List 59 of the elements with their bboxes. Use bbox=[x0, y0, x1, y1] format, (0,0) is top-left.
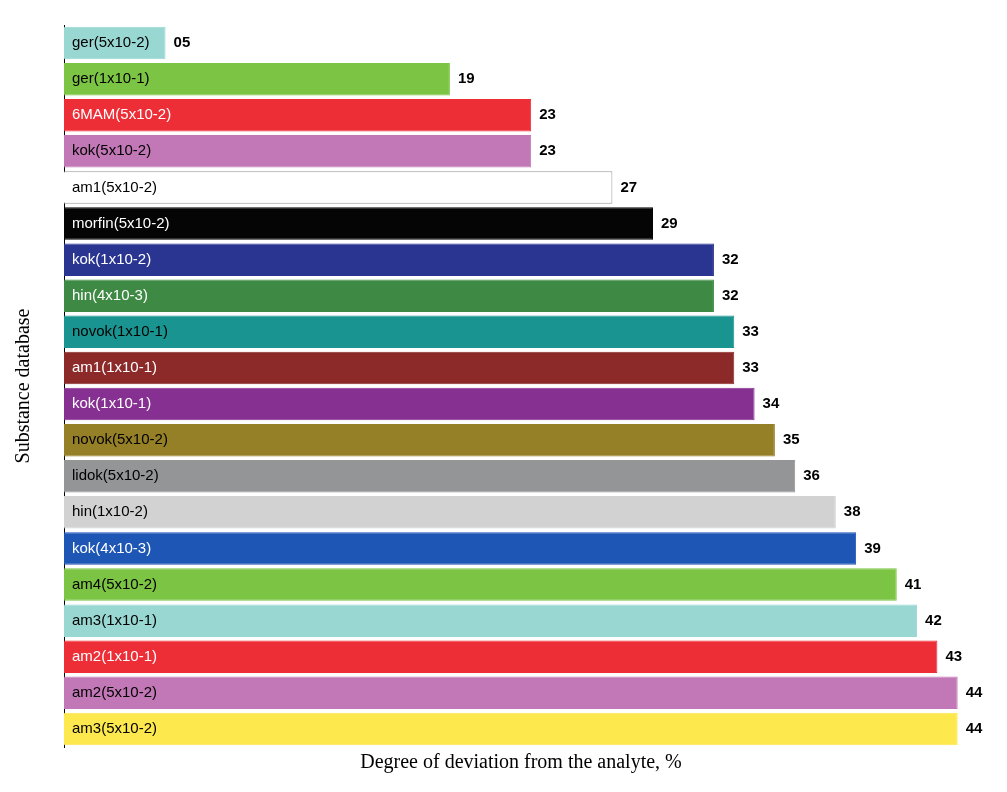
y-tick-label: am2(1x10-1) bbox=[72, 646, 158, 664]
bar bbox=[64, 279, 714, 312]
y-tick-label: morfin(5x10-2) bbox=[72, 213, 170, 231]
bar bbox=[64, 423, 775, 457]
y-tick-label: ger(1x10-1) bbox=[72, 69, 150, 87]
data-label: 36 bbox=[803, 466, 820, 484]
y-axis-title: Substance database bbox=[11, 308, 34, 464]
data-label: 35 bbox=[782, 430, 800, 448]
bar bbox=[64, 62, 450, 96]
data-label: 34 bbox=[762, 394, 780, 412]
y-tick-label: am1(1x10-1) bbox=[72, 358, 158, 376]
data-label: 05 bbox=[173, 33, 191, 51]
bar bbox=[64, 712, 958, 746]
bar bbox=[64, 243, 714, 276]
data-label: 32 bbox=[721, 249, 739, 267]
data-label: 27 bbox=[620, 177, 638, 195]
data-label: 43 bbox=[945, 646, 963, 664]
y-tick-label: novok(1x10-1) bbox=[72, 321, 168, 339]
data-label: 44 bbox=[965, 719, 984, 737]
y-tick-label: am1(5x10-2) bbox=[72, 177, 158, 195]
y-tick-label: hin(4x10-3) bbox=[72, 285, 148, 303]
data-label: 19 bbox=[457, 69, 475, 87]
bar bbox=[64, 604, 918, 637]
y-tick-label: kok(5x10-2) bbox=[72, 141, 152, 159]
bar bbox=[64, 315, 735, 349]
data-label: 44 bbox=[965, 682, 984, 700]
y-tick-label: novok(5x10-2) bbox=[72, 430, 168, 448]
bar bbox=[64, 387, 755, 421]
data-label: 41 bbox=[904, 574, 922, 592]
y-tick-label: am3(1x10-1) bbox=[72, 610, 158, 628]
x-axis-title: Degree of deviation from the analyte, % bbox=[360, 750, 682, 774]
data-label: 38 bbox=[843, 502, 861, 520]
y-tick-label: am3(5x10-2) bbox=[72, 719, 158, 737]
data-label: 23 bbox=[539, 141, 556, 159]
y-tick-label: 6MAM(5x10-2) bbox=[72, 105, 172, 123]
bar bbox=[64, 532, 857, 565]
data-label: 29 bbox=[661, 213, 678, 231]
data-label: 23 bbox=[539, 105, 556, 123]
y-tick-label: ger(5x10-2) bbox=[72, 33, 150, 51]
y-tick-label: kok(1x10-1) bbox=[72, 394, 152, 412]
y-tick-label: kok(1x10-2) bbox=[72, 249, 152, 267]
bar bbox=[64, 568, 897, 601]
y-tick-label: kok(4x10-3) bbox=[72, 538, 152, 556]
data-label: 39 bbox=[864, 538, 881, 556]
y-tick-label: hin(1x10-2) bbox=[72, 502, 148, 520]
bar bbox=[64, 676, 958, 710]
bar bbox=[64, 640, 938, 673]
y-tick-label: am2(5x10-2) bbox=[72, 682, 158, 700]
bar bbox=[64, 351, 735, 385]
bar bbox=[64, 135, 532, 168]
bar bbox=[64, 460, 796, 493]
data-label: 33 bbox=[742, 358, 759, 376]
y-tick-label: lidok(5x10-2) bbox=[72, 466, 159, 484]
y-tick-label: am4(5x10-2) bbox=[72, 574, 158, 592]
bar bbox=[64, 496, 836, 529]
bar bbox=[64, 99, 532, 132]
data-label: 32 bbox=[721, 285, 739, 303]
data-label: 42 bbox=[925, 610, 942, 628]
data-label: 33 bbox=[742, 321, 759, 339]
